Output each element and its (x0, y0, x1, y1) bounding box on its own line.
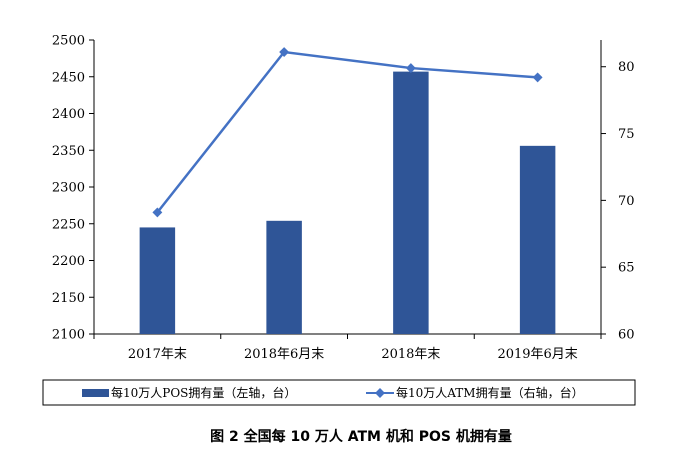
x-axis: 2017年末 2018年6月末 2018年末 2019年6月末 (93, 333, 602, 362)
atm-point (532, 72, 543, 83)
x-tick-label: 2019年6月末 (497, 347, 577, 362)
legend-swatch-pos (82, 389, 109, 397)
left-tick-label: 2300 (52, 181, 85, 196)
right-tick-label: 60 (618, 328, 635, 343)
left-y-axis: 2100 2150 2200 2250 2300 2350 2400 2450 2500 (52, 34, 95, 343)
right-tick-label: 75 (618, 127, 635, 142)
legend-label-pos: 每10万人POS拥有量（左轴，台） (111, 385, 296, 400)
legend-label-atm: 每10万人ATM拥有量（右轴，台） (396, 385, 584, 400)
left-tick-label: 2200 (52, 254, 85, 269)
left-tick-label: 2400 (52, 107, 85, 122)
atm-line (156, 50, 538, 214)
x-tick-label: 2018年末 (381, 347, 440, 362)
right-tick-label: 65 (618, 261, 635, 276)
pos-bar-series (139, 71, 556, 334)
legend-swatch-atm-marker (375, 388, 385, 398)
pos-bar (266, 220, 302, 334)
right-y-axis: 60 65 70 75 80 (600, 40, 635, 343)
pos-bar (393, 71, 429, 334)
left-tick-label: 2350 (52, 144, 85, 159)
figure-caption: 图 2 全国每 10 万人 ATM 机和 POS 机拥有量 (210, 428, 512, 445)
atm-line-series (152, 47, 543, 218)
left-tick-label: 2450 (52, 70, 85, 85)
x-tick-label: 2018年6月末 (244, 347, 324, 362)
atm-point (405, 63, 416, 74)
right-tick-label: 70 (618, 194, 635, 209)
left-tick-label: 2100 (52, 328, 85, 343)
left-tick-label: 2250 (52, 217, 85, 232)
legend-frame (42, 379, 636, 406)
atm-point (152, 207, 163, 218)
x-tick-label: 2017年末 (128, 347, 187, 362)
left-tick-label: 2500 (52, 34, 85, 49)
left-tick-label: 2150 (52, 291, 85, 306)
right-tick-label: 80 (618, 60, 635, 75)
pos-bar (139, 227, 176, 334)
pos-bar (519, 145, 556, 334)
legend: 每10万人POS拥有量（左轴，台） 每10万人ATM拥有量（右轴，台） (42, 379, 636, 406)
